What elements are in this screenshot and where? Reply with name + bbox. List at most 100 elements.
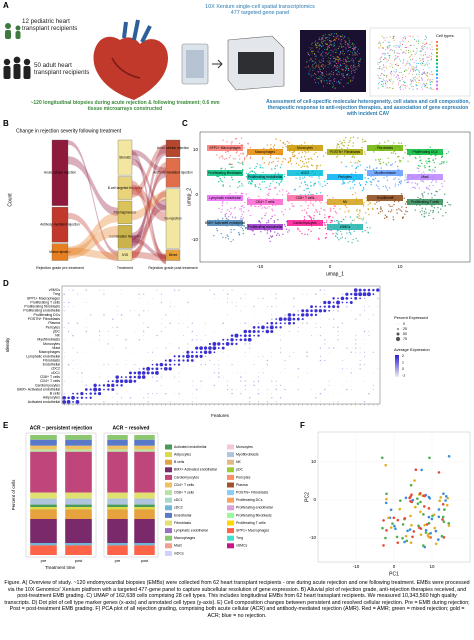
cell (315, 81, 317, 83)
dot (169, 343, 171, 345)
cell (385, 163, 387, 165)
cell (315, 47, 317, 49)
cell (228, 163, 231, 165)
cell (265, 212, 267, 214)
cell (404, 38, 406, 40)
dot (156, 334, 158, 337)
cell (254, 183, 256, 186)
dot (218, 368, 220, 370)
dot (178, 289, 180, 291)
cell (375, 159, 377, 161)
label: C (182, 119, 188, 128)
cell (365, 180, 367, 183)
dot (116, 310, 118, 312)
cell (416, 63, 418, 65)
dot (240, 297, 242, 299)
point (408, 528, 412, 531)
dot (306, 351, 308, 353)
cell (444, 205, 446, 207)
cell (334, 65, 336, 67)
dot (337, 326, 339, 329)
dot (81, 376, 83, 378)
stratum (117, 176, 133, 200)
cell (316, 46, 318, 48)
cell (337, 47, 339, 49)
cell (431, 73, 433, 75)
label-bg (327, 199, 363, 205)
cell (423, 46, 425, 48)
cell (347, 210, 350, 213)
dot (218, 376, 220, 378)
cell (226, 202, 228, 204)
cell (445, 211, 447, 214)
dot (121, 289, 122, 291)
dot (364, 339, 365, 341)
point (399, 499, 402, 502)
cell (413, 61, 415, 63)
cell (305, 152, 307, 154)
dot (112, 318, 114, 320)
cell (333, 45, 335, 47)
cell (381, 80, 383, 82)
point (384, 536, 387, 540)
point (391, 522, 394, 525)
label-bg (407, 199, 443, 205)
label: Fibroblasts (174, 521, 191, 525)
label: Monocytes (236, 445, 253, 449)
cell (441, 185, 444, 188)
cell (414, 187, 416, 189)
dot (328, 384, 330, 386)
bar-segment (65, 543, 92, 546)
cell (290, 163, 293, 165)
dot (231, 392, 233, 395)
dot (368, 306, 370, 308)
dot (62, 400, 67, 404)
cell (392, 152, 394, 154)
cell (318, 177, 320, 179)
cell (218, 207, 220, 210)
dot (328, 309, 331, 312)
dot (203, 350, 208, 354)
cell (354, 48, 356, 50)
dot (319, 347, 322, 349)
cell (320, 76, 322, 78)
cell (434, 154, 436, 157)
cell (270, 144, 272, 146)
cell (356, 210, 358, 212)
cell (355, 52, 357, 54)
cell (314, 44, 316, 46)
cell (404, 152, 406, 154)
cell (379, 208, 382, 210)
label: 75 (403, 337, 407, 341)
cell (306, 233, 309, 236)
cell (248, 180, 250, 183)
cell (245, 228, 247, 230)
point (419, 527, 423, 530)
dot (346, 376, 348, 378)
cell (347, 45, 349, 47)
dot (337, 401, 339, 403)
cell (398, 180, 401, 183)
cell (338, 71, 340, 73)
dot (107, 331, 109, 332)
bar-segment (134, 435, 155, 440)
legend-swatch (436, 51, 438, 54)
cell (335, 156, 338, 158)
cell (322, 185, 324, 188)
cell (369, 202, 372, 204)
label: Monocytes (43, 342, 60, 346)
cell (333, 79, 335, 81)
cell (317, 165, 319, 167)
cell (424, 51, 426, 53)
cell (426, 42, 428, 44)
cell (314, 53, 316, 55)
cell (341, 141, 344, 144)
cell (304, 158, 307, 161)
cell (414, 209, 416, 211)
cell (425, 212, 427, 214)
cell (341, 147, 343, 150)
cell (318, 82, 320, 84)
cell (319, 62, 321, 64)
dot (204, 355, 207, 358)
cell (405, 206, 408, 209)
